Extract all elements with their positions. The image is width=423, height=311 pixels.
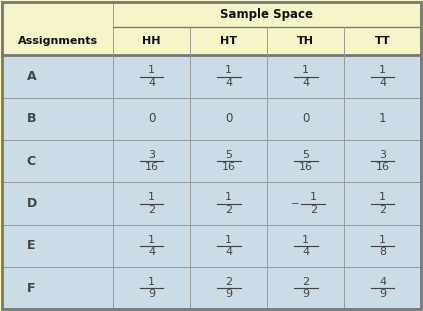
Text: 16: 16 (222, 162, 236, 173)
Text: 4: 4 (225, 247, 232, 257)
Text: 1: 1 (225, 193, 232, 202)
Text: 16: 16 (145, 162, 159, 173)
Text: 1: 1 (225, 235, 232, 245)
Text: 1: 1 (148, 235, 155, 245)
Text: 5: 5 (302, 150, 309, 160)
Text: 4: 4 (379, 78, 386, 88)
Text: 4: 4 (302, 247, 309, 257)
Text: 3: 3 (148, 150, 155, 160)
Text: 4: 4 (302, 78, 309, 88)
Text: TT: TT (375, 36, 390, 46)
Text: 2: 2 (379, 205, 386, 215)
Text: 4: 4 (379, 277, 386, 287)
Bar (2, 98, 421, 140)
Text: 16: 16 (376, 162, 390, 173)
Text: TH: TH (297, 36, 314, 46)
Text: 4: 4 (148, 247, 155, 257)
Text: 9: 9 (302, 290, 309, 299)
Text: 2: 2 (225, 277, 232, 287)
Text: 9: 9 (379, 290, 386, 299)
Text: 0: 0 (148, 113, 155, 125)
Text: 2: 2 (148, 205, 155, 215)
Text: 0: 0 (302, 113, 309, 125)
Text: 1: 1 (148, 65, 155, 75)
Text: Assignments: Assignments (17, 36, 98, 46)
Text: 1: 1 (225, 65, 232, 75)
Text: F: F (27, 282, 35, 295)
Text: 1: 1 (379, 65, 386, 75)
Bar (2, 2, 421, 55)
Text: 2: 2 (310, 205, 317, 215)
Text: 1: 1 (379, 193, 386, 202)
Bar (2, 140, 421, 183)
Text: 1: 1 (379, 113, 386, 125)
Text: 16: 16 (299, 162, 313, 173)
Text: 3: 3 (379, 150, 386, 160)
Text: 4: 4 (148, 78, 155, 88)
Text: B: B (27, 113, 36, 125)
Text: 1: 1 (302, 235, 309, 245)
Bar (2, 183, 421, 225)
Text: HH: HH (143, 36, 161, 46)
Text: Sample Space: Sample Space (220, 8, 313, 21)
Text: 2: 2 (225, 205, 232, 215)
Bar (2, 55, 421, 98)
Text: E: E (27, 239, 35, 253)
Text: 8: 8 (379, 247, 386, 257)
Text: D: D (27, 197, 37, 210)
Text: −: − (291, 199, 300, 209)
Text: 5: 5 (225, 150, 232, 160)
Text: 2: 2 (302, 277, 309, 287)
Text: 1: 1 (302, 65, 309, 75)
Bar (2, 225, 421, 267)
Text: 9: 9 (225, 290, 232, 299)
Bar (2, 267, 421, 309)
Text: 9: 9 (148, 290, 155, 299)
Text: 1: 1 (148, 193, 155, 202)
Text: 1: 1 (379, 235, 386, 245)
Text: 0: 0 (225, 113, 232, 125)
Text: 1: 1 (310, 193, 317, 202)
Text: C: C (27, 155, 36, 168)
Text: A: A (27, 70, 36, 83)
Text: 1: 1 (148, 277, 155, 287)
Text: HT: HT (220, 36, 237, 46)
Text: 4: 4 (225, 78, 232, 88)
